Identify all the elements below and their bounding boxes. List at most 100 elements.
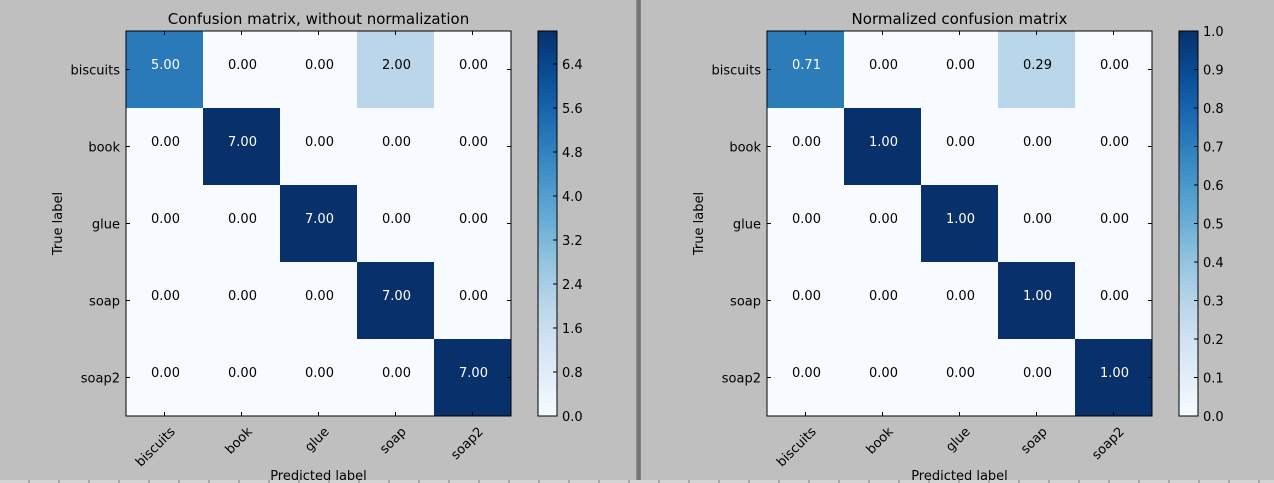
chart-without-normalization: Confusion matrix, without normalization 5…	[51, 10, 583, 483]
colorbar-tick-label: 4.8	[562, 146, 583, 161]
y-tick-label: soap	[730, 295, 761, 310]
matrix-cell	[434, 185, 511, 262]
matrix-cell	[203, 31, 280, 108]
cell-value-label: 7.00	[459, 366, 488, 381]
x-tick-label: glue	[943, 425, 973, 455]
y-tick-label: soap2	[722, 372, 761, 387]
cell-value-label: 0.00	[459, 58, 488, 73]
cell-value-label: 0.00	[151, 289, 180, 304]
cell-value-label: 0.00	[946, 289, 975, 304]
matrix-cell	[1075, 339, 1152, 416]
cell-value-label: 0.00	[1023, 135, 1052, 150]
matrix-cell	[203, 339, 280, 416]
x-tick-label: soap	[377, 425, 409, 457]
cell-value-label: 0.00	[792, 135, 821, 150]
x-tick-label: soap	[1018, 425, 1050, 457]
y-tick-label: glue	[733, 218, 761, 233]
cell-value-label: 0.00	[151, 212, 180, 227]
matrix-cell	[434, 262, 511, 339]
cell-value-label: 5.00	[151, 58, 180, 73]
cell-value-label: 7.00	[305, 212, 334, 227]
figure-right: Normalized confusion matrix 0.71 0.00 0.00 0…	[641, 0, 1274, 483]
matrix-cell	[998, 339, 1075, 416]
y-tick-label: glue	[92, 218, 120, 233]
cell-value-label: 0.00	[459, 135, 488, 150]
colorbar-tick-label: 0.2	[1203, 333, 1224, 348]
matrix-cell	[434, 108, 511, 185]
x-tick-label: soap2	[1089, 425, 1127, 463]
matrix-cell	[357, 339, 434, 416]
matrix-cell	[1075, 108, 1152, 185]
colorbar-tick-label: 0.1	[1203, 372, 1224, 387]
bottom-toolbar-strip	[0, 480, 1274, 483]
cell-value-label: 0.00	[869, 212, 898, 227]
y-tick-label: book	[729, 141, 761, 156]
cell-value-label: 0.00	[151, 135, 180, 150]
colorbar	[537, 30, 558, 417]
matrix-cell	[126, 108, 203, 185]
colorbar-tick-label: 0.3	[1203, 295, 1224, 310]
cell-value-label: 0.00	[382, 135, 411, 150]
matrix-cell	[921, 31, 998, 108]
cell-value-label: 0.00	[151, 366, 180, 381]
matrix-cell	[844, 31, 921, 108]
matrix-cell	[767, 108, 844, 185]
cell-value-label: 0.00	[228, 289, 257, 304]
matrix-cell	[1075, 31, 1152, 108]
matrix-cell	[1075, 185, 1152, 262]
cell-value-label: 0.00	[792, 366, 821, 381]
cell-value-label: 0.00	[1023, 212, 1052, 227]
colorbar-tick-label: 1.0	[1203, 25, 1224, 40]
colorbar-tick-label: 4.0	[562, 190, 583, 205]
cell-value-label: 0.00	[1100, 212, 1129, 227]
cell-value-label: 0.00	[459, 289, 488, 304]
y-axis-label: True label	[51, 192, 66, 256]
matrix-cell	[280, 185, 357, 262]
colorbar-tick-label: 0.6	[1203, 179, 1224, 194]
chart-title: Normalized confusion matrix	[852, 10, 1068, 28]
colorbar-tick-label: 5.6	[562, 102, 583, 117]
colorbar-tick-label: 0.7	[1203, 141, 1224, 156]
cell-value-label: 0.00	[1023, 366, 1052, 381]
y-axis-label: True label	[692, 192, 707, 256]
cell-value-label: 1.00	[869, 135, 898, 150]
cell-value-label: 0.00	[305, 58, 334, 73]
cell-value-label: 2.00	[382, 58, 411, 73]
chart-title: Confusion matrix, without normalization	[168, 10, 470, 28]
colorbar-tick-label: 0.8	[1203, 102, 1224, 117]
x-tick-label: book	[223, 424, 256, 457]
matrix-cell	[434, 339, 511, 416]
cell-value-label: 0.00	[1100, 289, 1129, 304]
matrix-cell	[280, 108, 357, 185]
matrix-cell	[203, 108, 280, 185]
x-tick-label: glue	[302, 425, 332, 455]
matrix-cell	[767, 339, 844, 416]
matrix-cell	[844, 262, 921, 339]
y-tick-label: biscuits	[70, 64, 120, 79]
colorbar-tick-label: 0.0	[1203, 410, 1224, 425]
cell-value-label: 0.00	[946, 135, 975, 150]
x-axis-label: Predicted label	[270, 469, 367, 483]
matrix-cell	[434, 31, 511, 108]
x-tick-label: soap2	[448, 425, 486, 463]
cell-value-label: 0.29	[1023, 58, 1052, 73]
matrix-cell	[280, 339, 357, 416]
figure-left: Confusion matrix, without normalization 5…	[0, 0, 637, 483]
matrix-cell	[357, 262, 434, 339]
matrix-cell	[280, 262, 357, 339]
x-axis-label: Predicted label	[911, 469, 1008, 483]
matrix-cell	[357, 185, 434, 262]
cell-value-label: 0.00	[869, 289, 898, 304]
cell-value-label: 0.00	[946, 58, 975, 73]
matrix-cell	[126, 185, 203, 262]
cell-value-label: 0.71	[792, 58, 821, 73]
matrix-cell	[921, 262, 998, 339]
cell-value-label: 0.00	[228, 366, 257, 381]
cell-value-label: 0.00	[305, 289, 334, 304]
matrix-cell	[126, 262, 203, 339]
colorbar-tick-label: 6.4	[562, 58, 583, 73]
cell-value-label: 1.00	[1023, 289, 1052, 304]
y-tick-label: soap	[89, 295, 120, 310]
cell-value-label: 1.00	[946, 212, 975, 227]
matrix-cell	[767, 185, 844, 262]
